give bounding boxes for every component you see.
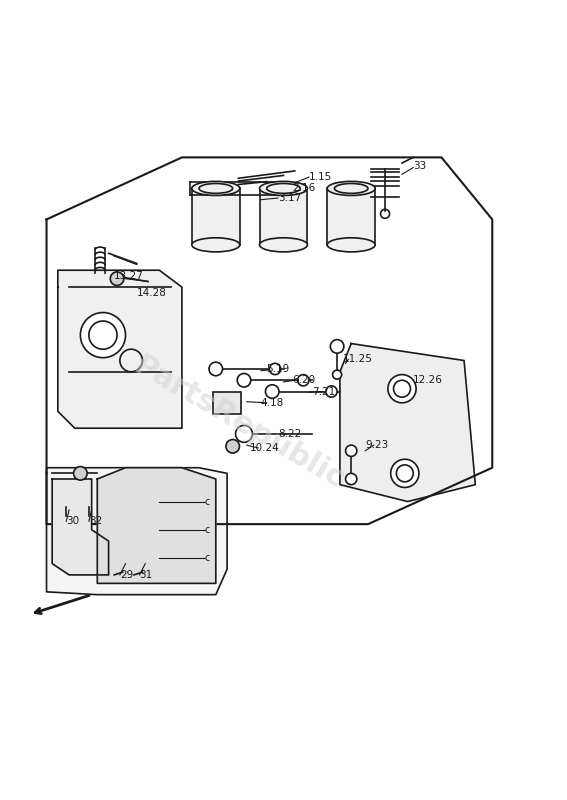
Polygon shape bbox=[340, 343, 475, 502]
Text: 13.27: 13.27 bbox=[114, 271, 144, 281]
Circle shape bbox=[345, 445, 357, 457]
Text: 12.26: 12.26 bbox=[413, 375, 443, 386]
Text: 14.28: 14.28 bbox=[137, 288, 167, 298]
Polygon shape bbox=[46, 468, 227, 594]
Circle shape bbox=[391, 459, 419, 487]
Text: 2.16: 2.16 bbox=[292, 183, 315, 194]
Polygon shape bbox=[98, 468, 216, 583]
Ellipse shape bbox=[192, 182, 240, 195]
Polygon shape bbox=[58, 270, 182, 428]
Circle shape bbox=[111, 272, 124, 286]
Circle shape bbox=[235, 426, 252, 442]
Text: 5.19: 5.19 bbox=[266, 364, 290, 374]
Circle shape bbox=[298, 374, 309, 386]
Ellipse shape bbox=[260, 182, 307, 195]
Text: 8.22: 8.22 bbox=[278, 429, 301, 439]
Circle shape bbox=[209, 362, 223, 376]
Ellipse shape bbox=[327, 182, 375, 195]
Text: c: c bbox=[205, 553, 210, 563]
Bar bbox=[327, 189, 375, 245]
Text: 9.23: 9.23 bbox=[365, 440, 388, 450]
Text: 30: 30 bbox=[66, 516, 79, 526]
Text: 6.20: 6.20 bbox=[292, 375, 315, 386]
Circle shape bbox=[388, 374, 416, 403]
Ellipse shape bbox=[192, 238, 240, 252]
Circle shape bbox=[74, 466, 87, 480]
Ellipse shape bbox=[327, 238, 375, 252]
Text: 11.25: 11.25 bbox=[342, 354, 373, 364]
Circle shape bbox=[345, 474, 357, 485]
Circle shape bbox=[265, 385, 279, 398]
Circle shape bbox=[237, 374, 251, 387]
Text: 33: 33 bbox=[413, 161, 426, 171]
Ellipse shape bbox=[260, 238, 307, 252]
Text: 29: 29 bbox=[120, 570, 133, 580]
Circle shape bbox=[269, 363, 281, 374]
Text: 31: 31 bbox=[139, 570, 153, 580]
Text: c: c bbox=[205, 525, 210, 534]
Circle shape bbox=[326, 386, 337, 397]
Polygon shape bbox=[52, 479, 109, 575]
Bar bbox=[213, 391, 241, 414]
Text: 10.24: 10.24 bbox=[249, 443, 280, 453]
Text: PartsRepublic: PartsRepublic bbox=[128, 350, 349, 494]
Circle shape bbox=[226, 439, 239, 453]
Circle shape bbox=[333, 370, 341, 379]
Text: 3.17: 3.17 bbox=[278, 193, 301, 203]
Text: 7.21: 7.21 bbox=[312, 386, 335, 397]
Circle shape bbox=[81, 313, 125, 358]
Circle shape bbox=[331, 340, 344, 353]
Text: 4.18: 4.18 bbox=[261, 398, 284, 408]
Text: c: c bbox=[205, 497, 210, 506]
Bar bbox=[192, 189, 240, 245]
Text: 1.15: 1.15 bbox=[309, 172, 332, 182]
Bar bbox=[260, 189, 307, 245]
Text: 32: 32 bbox=[89, 516, 102, 526]
